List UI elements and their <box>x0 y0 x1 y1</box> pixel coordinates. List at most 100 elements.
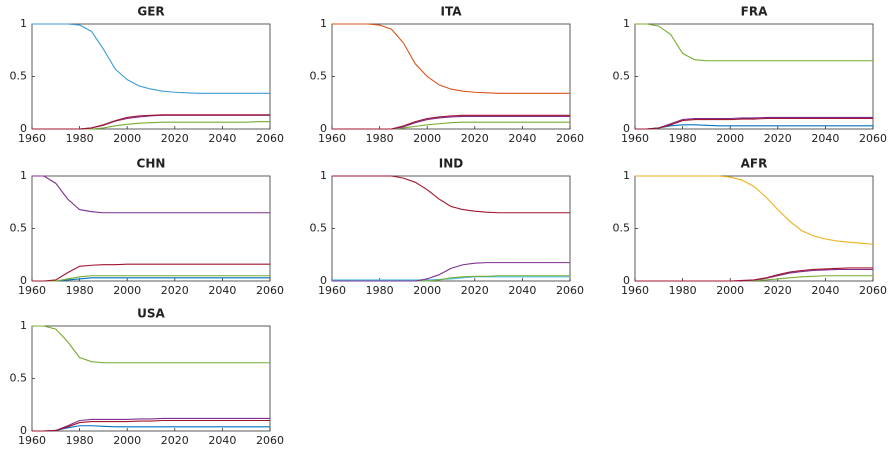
x-tick-label: 2000 <box>113 434 141 447</box>
panel: AFR 0 0.5 1 1960 1980 2000 2020 2040 2060 <box>613 157 888 298</box>
y-tick-label: 1 <box>20 169 27 182</box>
x-tick-label: 2060 <box>256 434 284 447</box>
y-tick-label: 1 <box>320 17 327 30</box>
series-line <box>635 116 873 130</box>
x-tick-label: 1980 <box>366 284 394 297</box>
x-tick-label: 2040 <box>208 284 236 297</box>
x-tick-label: 2040 <box>811 132 839 145</box>
plot-frame <box>31 23 271 130</box>
panel: CHN 0 0.5 1 1960 1980 2000 2020 2040 2060 <box>10 157 285 298</box>
series-line <box>332 23 570 94</box>
series-line <box>332 114 570 130</box>
plot-frame <box>331 23 571 130</box>
panel-title: USA <box>137 307 165 321</box>
x-tick-label: 1960 <box>18 434 46 447</box>
series-line <box>332 262 570 282</box>
x-tick-label: 2060 <box>859 132 887 145</box>
y-tick-label: 1 <box>20 17 27 30</box>
plot-frame <box>331 175 571 282</box>
y-tick-label: 0 <box>20 424 27 437</box>
series-line <box>635 23 873 62</box>
series-line <box>332 276 570 281</box>
x-tick-label: 1960 <box>621 284 649 297</box>
x-tick-label: 1980 <box>66 284 94 297</box>
series-line <box>32 325 270 364</box>
x-tick-label: 1980 <box>669 284 697 297</box>
x-tick-label: 1960 <box>621 132 649 145</box>
series-line <box>635 124 873 130</box>
y-tick-label: 0 <box>623 274 630 287</box>
y-tick-label: 0.5 <box>10 222 28 235</box>
x-tick-label: 2060 <box>556 132 584 145</box>
x-tick-label: 1980 <box>66 132 94 145</box>
x-tick-label: 2000 <box>716 132 744 145</box>
series-line <box>332 121 570 130</box>
x-tick-label: 2040 <box>508 284 536 297</box>
plot-frame <box>634 23 874 130</box>
x-tick-label: 1960 <box>318 132 346 145</box>
panel: FRA 0 0.5 1 1960 1980 2000 2020 2040 2060 <box>613 5 888 146</box>
panel-title: ITA <box>440 5 462 19</box>
x-tick-label: 2020 <box>461 284 489 297</box>
x-tick-label: 1960 <box>18 284 46 297</box>
x-tick-label: 2000 <box>113 132 141 145</box>
y-tick-label: 1 <box>320 169 327 182</box>
y-tick-label: 0 <box>320 274 327 287</box>
x-tick-label: 1980 <box>669 132 697 145</box>
y-tick-label: 0.5 <box>310 70 328 83</box>
x-tick-label: 2060 <box>256 284 284 297</box>
series-line <box>635 117 873 130</box>
panel-title: IND <box>439 157 464 171</box>
x-tick-label: 1980 <box>366 132 394 145</box>
y-tick-label: 1 <box>623 17 630 30</box>
x-tick-label: 2020 <box>764 284 792 297</box>
plot-frame <box>634 175 874 282</box>
series-line <box>332 175 570 214</box>
x-tick-label: 2040 <box>208 434 236 447</box>
x-tick-label: 2000 <box>113 284 141 297</box>
y-tick-label: 0.5 <box>613 70 631 83</box>
x-tick-label: 2000 <box>413 284 441 297</box>
x-tick-label: 2060 <box>256 132 284 145</box>
panel: IND 0 0.5 1 1960 1980 2000 2020 2040 2060 <box>310 157 585 298</box>
x-tick-label: 2040 <box>208 132 236 145</box>
x-tick-label: 2060 <box>556 284 584 297</box>
y-tick-label: 0 <box>20 122 27 135</box>
panel-title: FRA <box>741 5 768 19</box>
panel-title: GER <box>137 5 164 19</box>
panel-title: CHN <box>137 157 166 171</box>
x-tick-label: 1980 <box>66 434 94 447</box>
series-line <box>32 263 270 282</box>
x-tick-label: 2000 <box>716 284 744 297</box>
x-tick-label: 2020 <box>161 132 189 145</box>
series-line <box>635 267 873 282</box>
y-tick-label: 0 <box>623 122 630 135</box>
y-tick-label: 1 <box>623 169 630 182</box>
y-tick-label: 0.5 <box>613 222 631 235</box>
series-line <box>32 419 270 432</box>
y-tick-label: 0 <box>320 122 327 135</box>
x-tick-label: 2040 <box>811 284 839 297</box>
y-tick-label: 0.5 <box>10 372 28 385</box>
panel: USA 0 0.5 1 1960 1980 2000 2020 2040 2060 <box>10 307 285 448</box>
panel: GER 0 0.5 1 1960 1980 2000 2020 2040 2060 <box>10 5 285 146</box>
series-line <box>635 175 874 245</box>
panel-title: AFR <box>741 157 768 171</box>
x-tick-label: 2040 <box>508 132 536 145</box>
x-tick-label: 2020 <box>161 284 189 297</box>
series-line <box>32 175 270 214</box>
series-line <box>32 277 270 282</box>
x-tick-label: 2020 <box>764 132 792 145</box>
y-tick-label: 0.5 <box>10 70 28 83</box>
series-line <box>32 417 270 432</box>
x-tick-label: 1960 <box>318 284 346 297</box>
x-tick-label: 2000 <box>413 132 441 145</box>
panel: ITA 0 0.5 1 1960 1980 2000 2020 2040 2060 <box>310 5 585 146</box>
series-line <box>32 425 270 432</box>
x-tick-label: 2020 <box>461 132 489 145</box>
x-tick-label: 1960 <box>18 132 46 145</box>
y-tick-label: 0 <box>20 274 27 287</box>
series-line <box>32 121 270 130</box>
y-tick-label: 1 <box>20 319 27 332</box>
y-tick-label: 0.5 <box>310 222 328 235</box>
